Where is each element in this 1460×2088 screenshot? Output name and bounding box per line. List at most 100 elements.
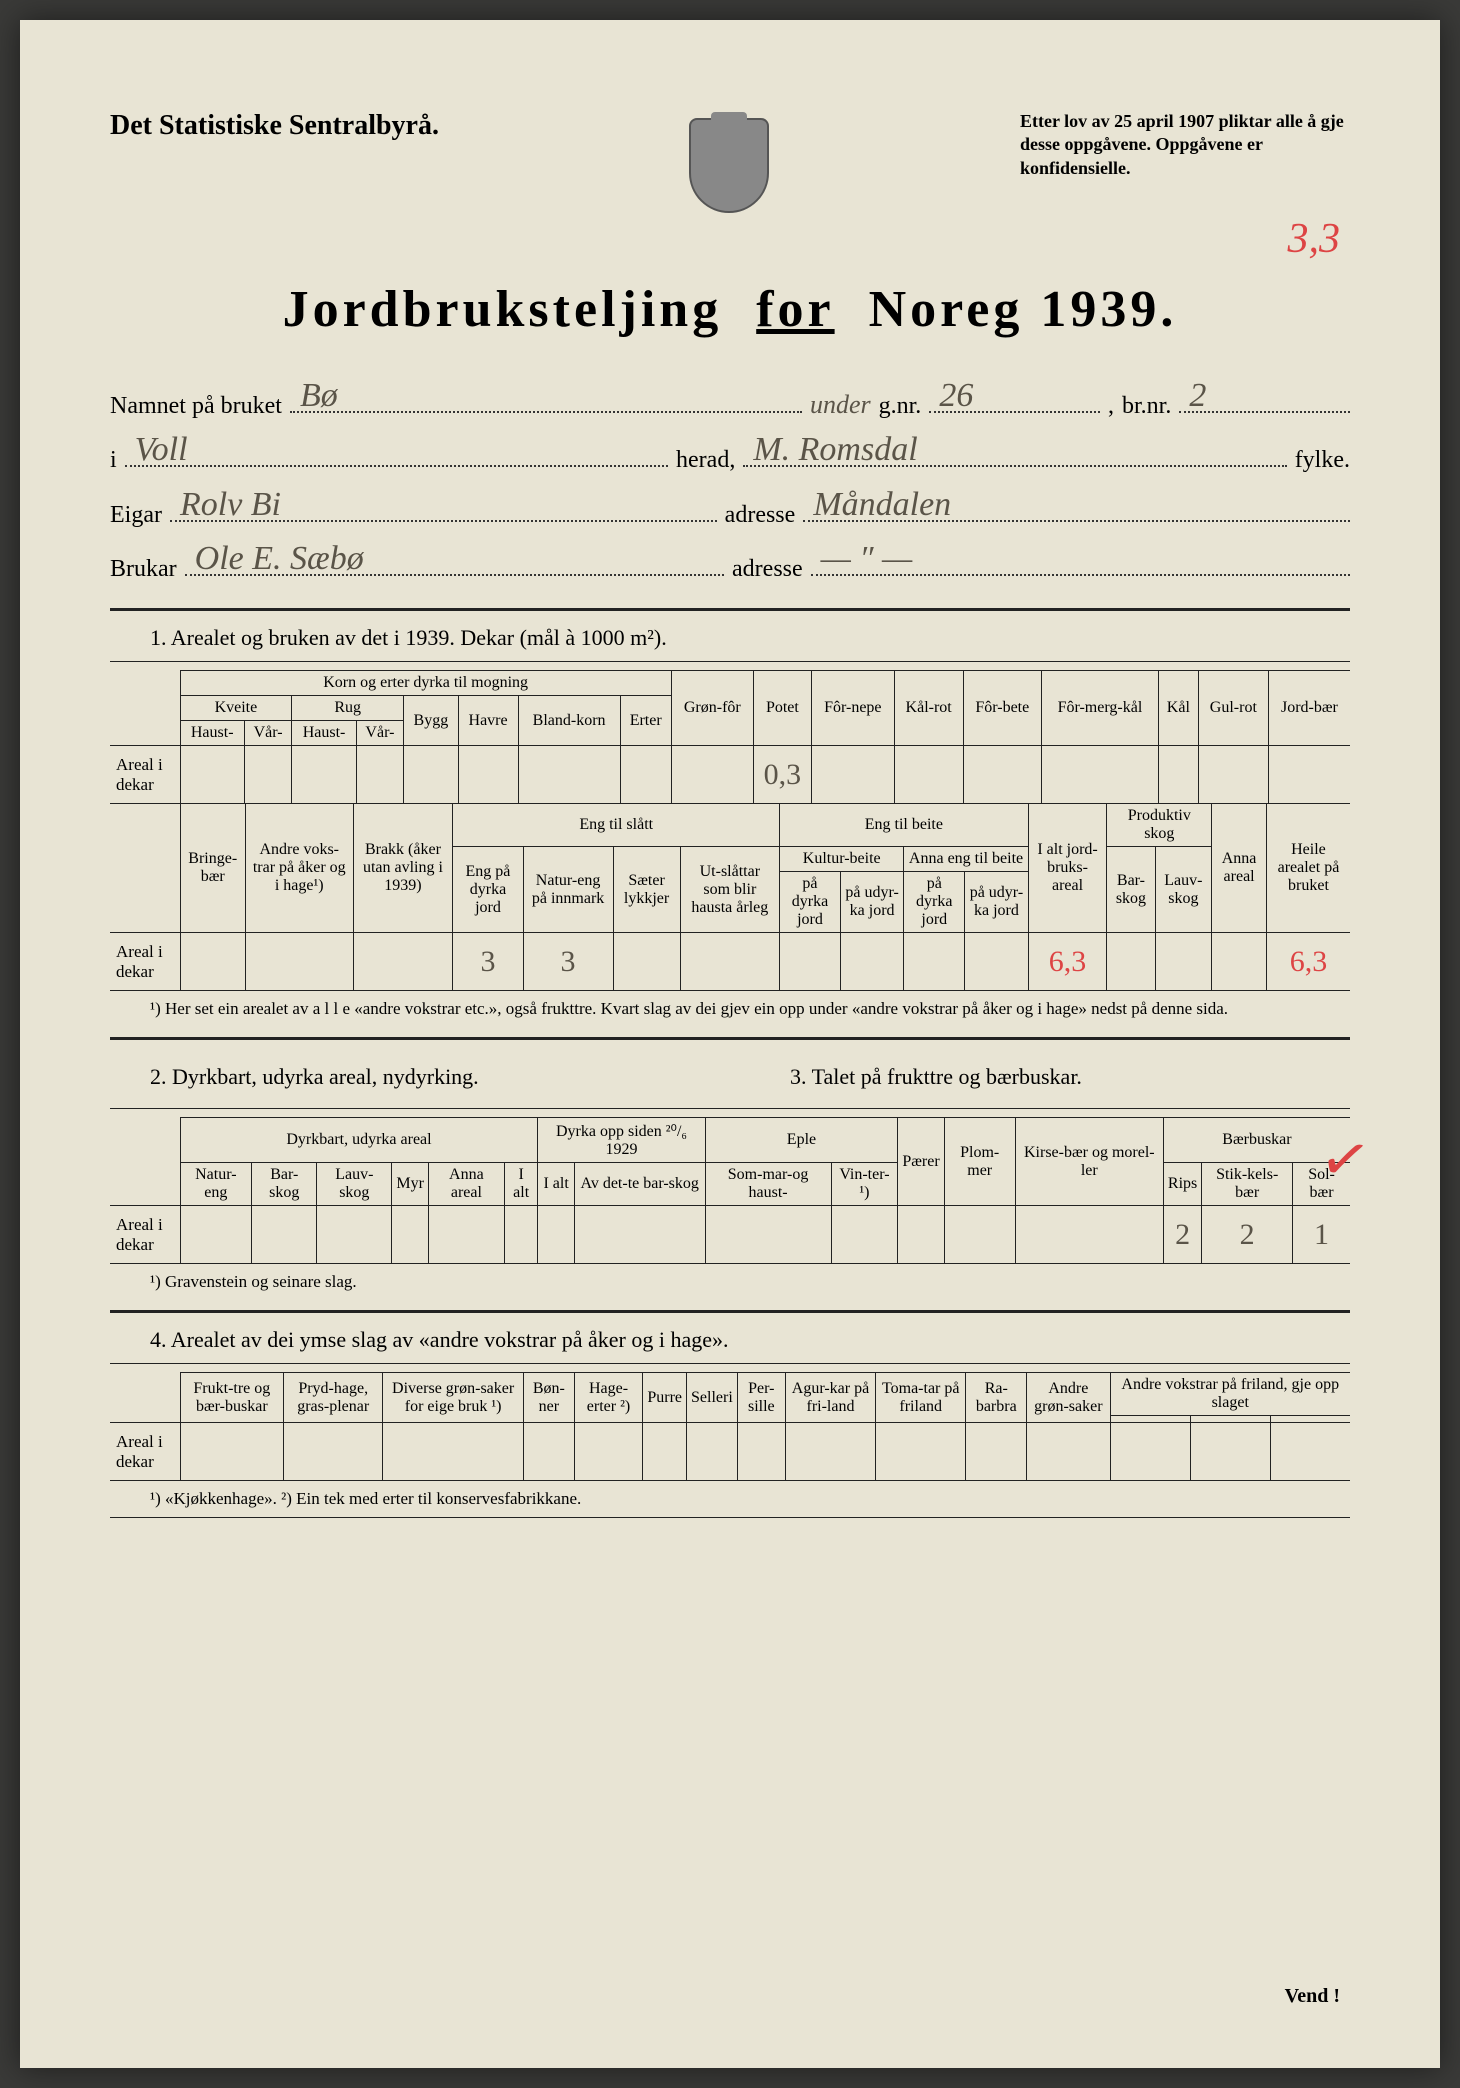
diverse: Diverse grøn-saker for eige bruk ¹) [383,1373,524,1423]
sommar: Som-mar-og haust- [705,1163,831,1206]
barskog1: Bar-skog [1107,847,1155,933]
pa-udyrka1: på udyr-ka jord [840,872,903,933]
brukar-value: Ole E. Sæbø [195,540,364,578]
brukar-label: Brukar [110,556,177,583]
tomatar: Toma-tar på friland [876,1373,966,1423]
dyrkbart: Dyrkbart, udyrka areal [180,1118,538,1163]
myr: Myr [392,1163,429,1206]
pa-udyrka2: på udyr-ka jord [965,872,1028,933]
eigar-value: Rolv Bi [180,486,281,524]
barskog2: Bar-skog [252,1163,317,1206]
bonner: Bøn-ner [524,1373,575,1423]
eng-dyrka-val: 3 [453,933,523,991]
fylke-label: fylke. [1295,447,1350,474]
section2-title: 2. Dyrkbart, udyrka areal, nydyrking. [150,1064,710,1090]
kalrot: Kål-rot [894,671,963,746]
eng-beite: Eng til beite [780,804,1029,847]
lauvskog1: Lauv-skog [1155,847,1212,933]
kulturbeite: Kultur-beite [780,847,904,872]
form-fields: Namnet på bruket Bø under g.nr. 26 , br.… [110,379,1350,583]
stikkels-val: 2 [1202,1206,1293,1264]
anna-eng: Anna eng til beite [904,847,1028,872]
prydhage: Pryd-hage, gras-plenar [284,1373,383,1423]
section4-title: 4. Arealet av dei ymse slag av «andre vo… [150,1327,1350,1353]
table-4: Frukt-tre og bær-buskar Pryd-hage, gras-… [110,1372,1350,1481]
under-text: under [810,390,871,420]
adresse-label-1: adresse [725,502,796,529]
herad-label: herad, [676,447,735,474]
natureng2: Natur-eng [180,1163,252,1206]
fylke-value: M. Romsdal [753,431,917,469]
rowlabel-1b: Areal i dekar [110,933,180,991]
eigar-label: Eigar [110,502,162,529]
document-title: Jordbruksteljing for Noreg 1939. [110,280,1350,339]
saeter: Sæter lykkjer [613,847,680,933]
avdet: Av det-te bar-skog [574,1163,705,1206]
footnote-4: ¹) «Kjøkkenhage». ²) Ein tek med erter t… [170,1489,1350,1509]
agurkar: Agur-kar på fri-land [785,1373,875,1423]
rowlabel-1a: Areal i dekar [110,746,180,804]
solbaer-val: 1 [1293,1206,1350,1264]
adresse-label-2: adresse [732,556,803,583]
eple: Eple [705,1118,898,1163]
kal: Kål [1158,671,1198,746]
footnote-1: ¹) Her set ein arealet av a l l e «andre… [170,999,1350,1019]
brakk: Brakk (åker utan avling i 1939) [353,804,453,933]
frukttre: Frukt-tre og bær-buskar [180,1373,284,1423]
red-annotation-33: 3,3 [1288,215,1341,263]
paerer: Pærer [898,1118,944,1206]
ialt-val: 6,3 [1028,933,1107,991]
forbete: Fôr-bete [963,671,1041,746]
formergkal: Fôr-merg-kål [1041,671,1158,746]
var1: Vår- [244,721,291,746]
kirsebaer: Kirse-bær og morel-ler [1015,1118,1163,1206]
title-word-1: Jordbruksteljing [283,281,723,338]
coat-of-arms-icon [684,110,774,220]
eigar-adresse: Måndalen [813,486,951,524]
rowlabel-23: Areal i dekar [110,1206,180,1264]
fornepe: Fôr-nepe [811,671,894,746]
stikkels: Stik-kels-bær [1202,1163,1293,1206]
kveite: Kveite [180,696,292,721]
namnet-label: Namnet på bruket [110,393,282,420]
potet-value: 0,3 [753,746,811,804]
title-word-for: for [756,281,834,338]
selleri: Selleri [687,1373,738,1423]
purre: Purre [643,1373,687,1423]
andre-gron: Andre grøn-saker [1027,1373,1110,1423]
document-page: Det Statistiske Sentralbyrå. Etter lov a… [20,20,1440,2068]
heile: Heile arealet på bruket [1266,804,1350,933]
erter: Erter [620,696,671,746]
ialt-jord: I alt jord-bruks-areal [1028,804,1107,933]
brukar-adresse: — ″ — [821,540,913,578]
agency-name: Det Statistiske Sentralbyrå. [110,110,439,142]
natureng: Natur-eng på innmark [523,847,613,933]
haust2: Haust- [292,721,356,746]
havre: Havre [458,696,518,746]
red-checkmark-icon: ✓ [1314,1121,1376,1199]
vend-label: Vend ! [1285,1985,1340,2008]
blandkorn: Bland-korn [518,696,620,746]
brnr-value: 2 [1189,377,1206,415]
pa-dyrka2: på dyrka jord [904,872,965,933]
pa-dyrka1: på dyrka jord [780,872,841,933]
bringebaer: Bringe-bær [180,804,245,933]
var2: Vår- [356,721,403,746]
legal-notice: Etter lov av 25 april 1907 pliktar alle … [1020,110,1350,180]
rips-val: 2 [1163,1206,1201,1264]
ialt3: I alt [538,1163,574,1206]
section1-title: 1. Arealet og bruken av det i 1939. Deka… [150,625,1350,651]
jordbaer: Jord-bær [1268,671,1350,746]
anna2: Anna areal [428,1163,504,1206]
dyrka-opp: Dyrka opp siden ²⁰/₆ 1929 [538,1118,705,1163]
plommer: Plom-mer [944,1118,1015,1206]
vinter: Vin-ter-¹) [831,1163,898,1206]
hageerter: Hage-erter ²) [574,1373,643,1423]
divider [110,608,1350,611]
bygg: Bygg [404,696,458,746]
gnr-label: g.nr. [879,393,922,420]
haust1: Haust- [180,721,244,746]
brnr-label: br.nr. [1122,393,1171,420]
rowlabel-4: Areal i dekar [110,1423,180,1481]
heile-val: 6,3 [1266,933,1350,991]
